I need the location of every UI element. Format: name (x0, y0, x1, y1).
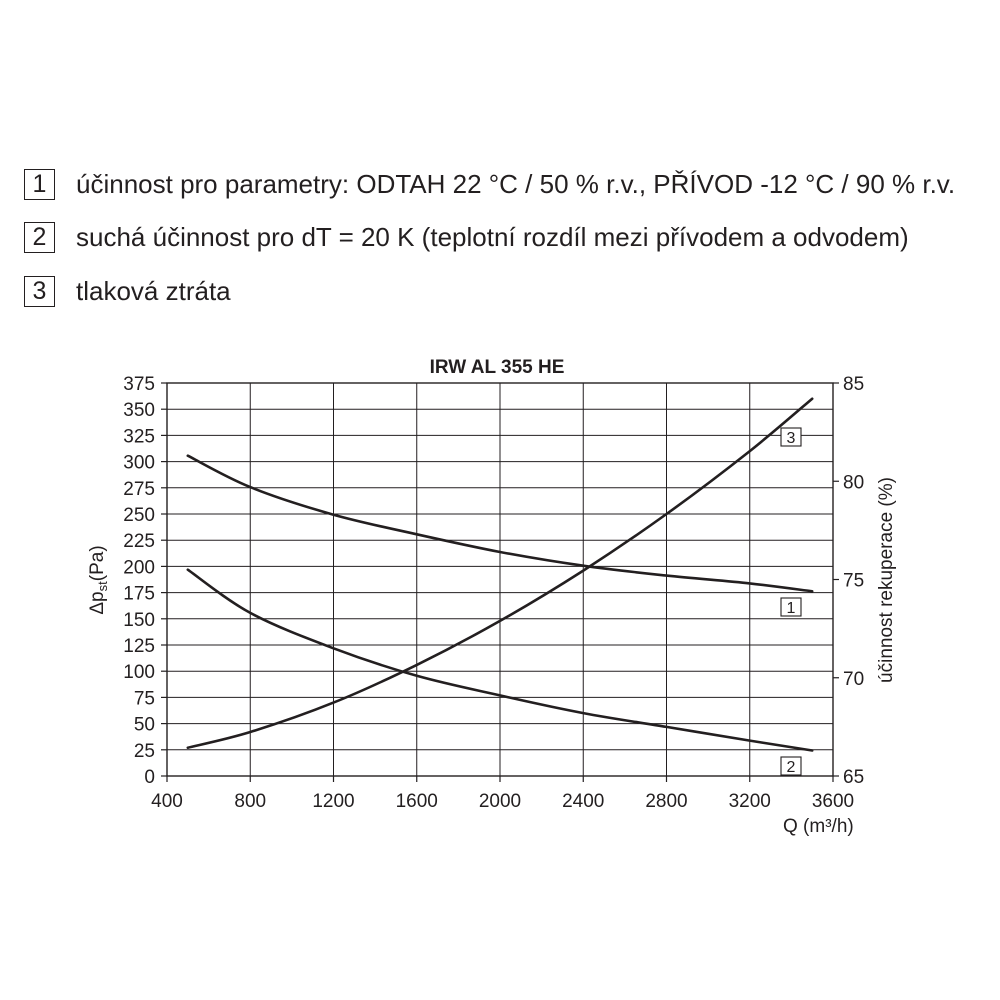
y-tick-label: 300 (123, 453, 155, 474)
x-tick-label: 2400 (562, 791, 604, 812)
y-axis-title: Δpst(Pa) (87, 545, 110, 614)
y-tick-label: 175 (123, 584, 155, 605)
y-tick-label: 325 (123, 426, 155, 447)
legend-number-box: 3 (24, 276, 55, 307)
series-line-3 (186, 397, 814, 749)
x-tick-label: 800 (234, 791, 266, 812)
y-tick-label: 75 (134, 688, 155, 709)
x-tick-label: 3600 (812, 791, 854, 812)
series (186, 397, 814, 752)
y-tick-label: 200 (123, 557, 155, 578)
y-tick-label: 125 (123, 636, 155, 657)
y2-tick-label: 80 (843, 472, 864, 493)
y2-tick-label: 85 (843, 374, 864, 395)
grid (167, 383, 833, 776)
y-axis-title-unit: (Pa) (87, 545, 108, 581)
series-label-box (780, 756, 802, 776)
y-tick-label: 225 (123, 531, 155, 552)
legend-item-2: 2 suchá účinnost pro dT = 20 K (teplotní… (24, 222, 909, 253)
legend-item-text: účinnost pro parametry: ODTAH 22 °C / 50… (76, 169, 956, 199)
x-tick-label: 2000 (479, 791, 521, 812)
x-tick-label: 1600 (396, 791, 438, 812)
y-tick-label: 250 (123, 505, 155, 526)
x-axis-title: Q (m³/h) (783, 816, 854, 837)
y2-tick-label: 65 (843, 767, 864, 788)
x-tick-label: 400 (151, 791, 183, 812)
series-label-text: 1 (787, 600, 796, 617)
series-line-1 (186, 454, 814, 593)
series-label-2: 2 (780, 756, 802, 776)
y-tick-label: 275 (123, 479, 155, 500)
tick-labels: 400 800 1200 1600 2000 2400 2800 3200 3600025507… (123, 374, 864, 812)
legend-item-text: tlaková ztráta (76, 276, 231, 306)
y-tick-label: 350 (123, 400, 155, 421)
legend-item-1: 1 účinnost pro parametry: ODTAH 22 °C / … (24, 169, 955, 200)
y-axis-title-symbol: Δp (87, 591, 108, 614)
y2-axis-title: účinnost rekuperace (%) (876, 477, 897, 683)
y2-tick-label: 75 (843, 571, 864, 592)
series-label-box (780, 427, 802, 447)
y-tick-label: 25 (134, 741, 155, 762)
chart-title: IRW AL 355 HE (430, 357, 565, 378)
legend-item-3: 3 tlaková ztráta (24, 276, 231, 307)
legend-number-box: 2 (24, 222, 55, 253)
series-line-2 (186, 568, 814, 752)
series-label-text: 3 (787, 430, 796, 447)
y-tick-label: 150 (123, 610, 155, 631)
series-label-3: 3 (780, 427, 802, 447)
series-label-box (780, 597, 802, 617)
x-tick-label: 1200 (312, 791, 354, 812)
y2-tick-label: 70 (843, 669, 864, 690)
y-tick-label: 375 (123, 374, 155, 395)
x-tick-label: 2800 (645, 791, 687, 812)
series-label-1: 1 (780, 597, 802, 617)
tick-marks (161, 382, 839, 782)
legend-number-box: 1 (24, 169, 55, 200)
y-tick-label: 100 (123, 662, 155, 683)
y-tick-label: 0 (144, 767, 155, 788)
x-tick-label: 3200 (729, 791, 771, 812)
legend-item-text: suchá účinnost pro dT = 20 K (teplotní r… (76, 222, 909, 252)
y-tick-label: 50 (134, 715, 155, 736)
series-labels: 1 2 3 (780, 427, 802, 776)
series-label-text: 2 (787, 759, 796, 776)
y-axis-title-subscript: st (95, 581, 110, 592)
